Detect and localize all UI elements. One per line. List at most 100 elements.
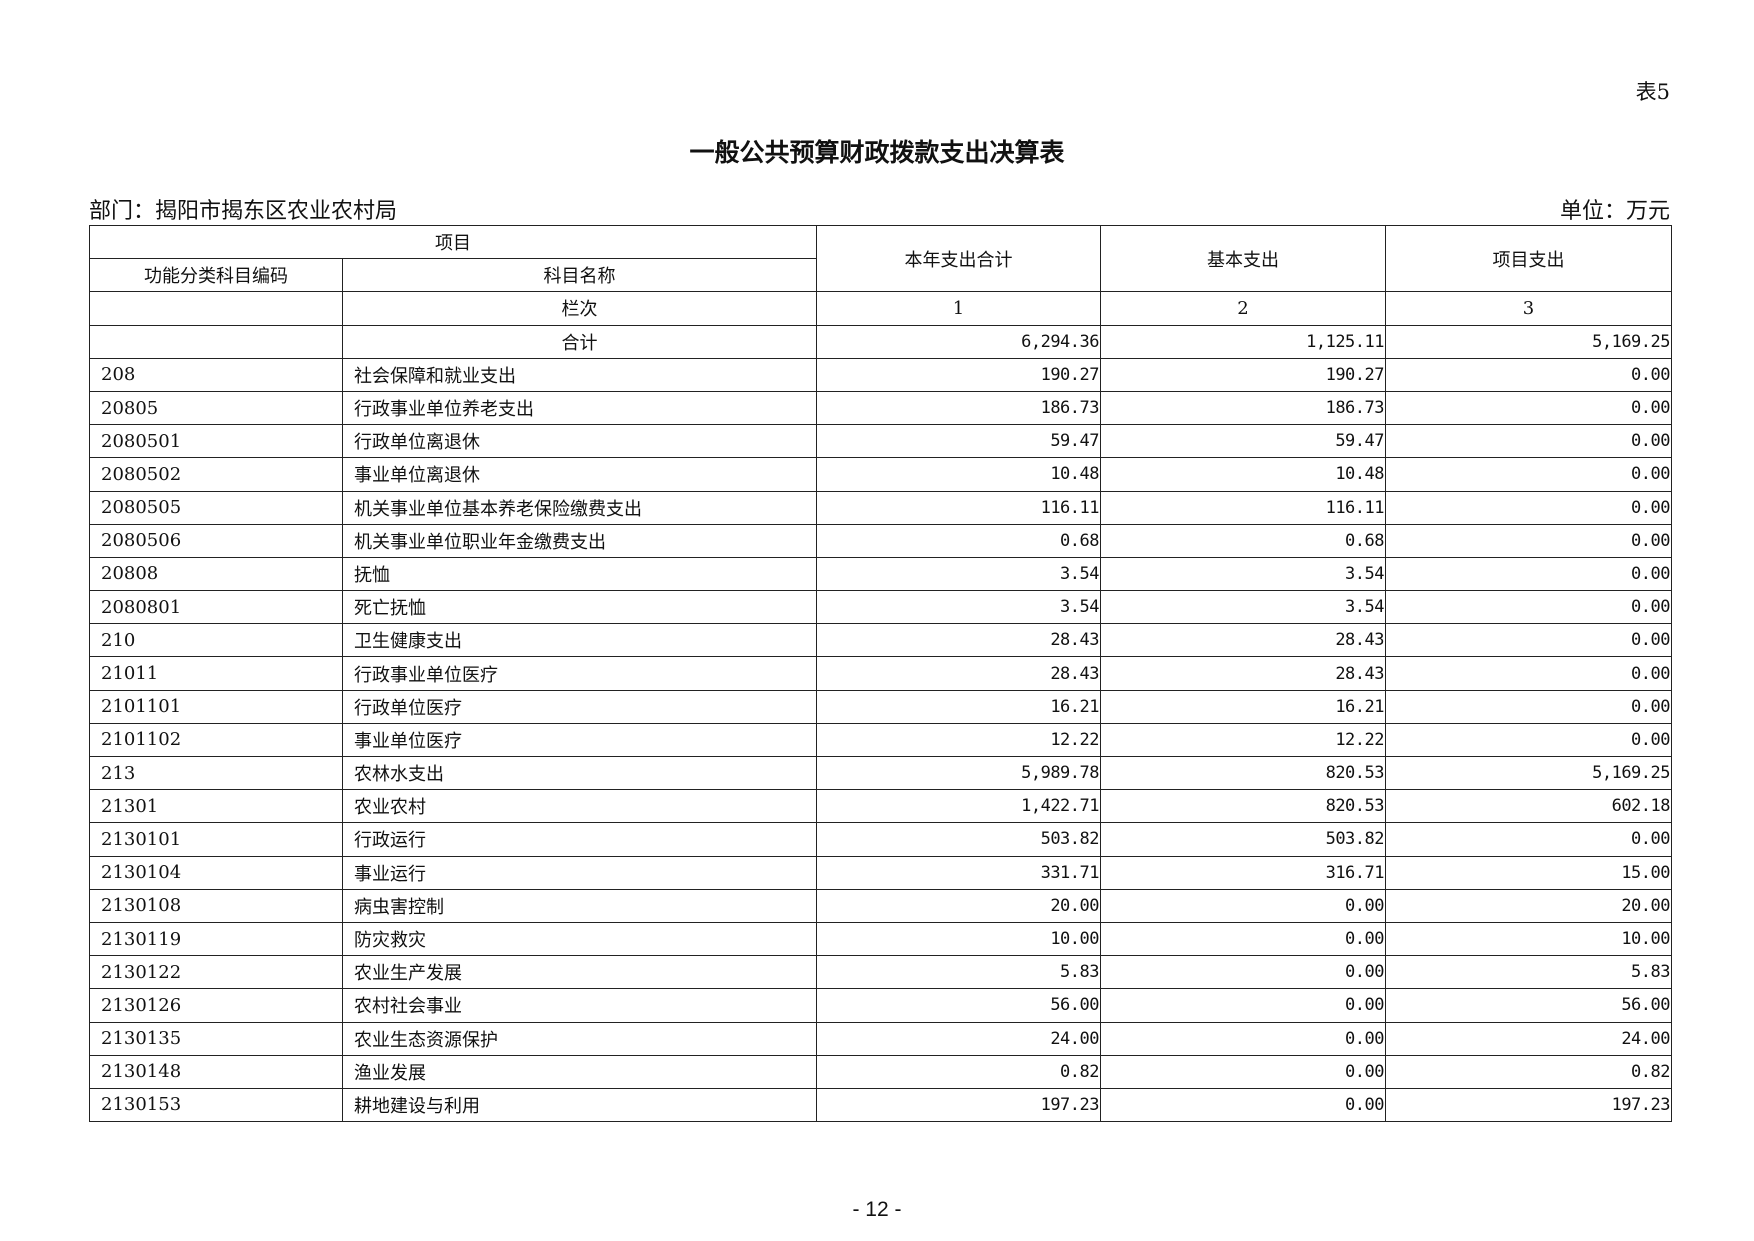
basic-cell: 0.00 bbox=[1100, 888, 1386, 923]
unit-label: 单位：万元 bbox=[1559, 199, 1670, 224]
header-code: 功能分类科目编码 bbox=[89, 258, 343, 293]
basic-cell: 59.47 bbox=[1100, 424, 1386, 459]
empty-cell bbox=[89, 324, 343, 359]
total-cell: 0.68 bbox=[816, 523, 1101, 558]
table-row: 2080505 机关事业单位基本养老保险缴费支出 116.11 116.11 0.00 bbox=[89, 490, 1672, 525]
code-cell: 2080506 bbox=[89, 523, 343, 558]
total-cell: 10.00 bbox=[816, 921, 1101, 957]
total-cell: 28.43 bbox=[816, 623, 1101, 658]
project-cell: 10.00 bbox=[1385, 921, 1672, 957]
project-cell: 0.00 bbox=[1385, 822, 1672, 857]
basic-cell: 116.11 bbox=[1100, 490, 1386, 525]
name-cell: 病虫害控制 bbox=[342, 888, 817, 923]
project-cell: 56.00 bbox=[1385, 988, 1672, 1023]
table-row: 2080506 机关事业单位职业年金缴费支出 0.68 0.68 0.00 bbox=[89, 523, 1672, 558]
total-cell: 5.83 bbox=[816, 955, 1101, 990]
column-index-1: 1 bbox=[816, 291, 1101, 326]
page-number: - 12 - bbox=[852, 1198, 902, 1221]
total-basic: 1,125.11 bbox=[1100, 324, 1386, 359]
table-row: 2130135 农业生态资源保护 24.00 0.00 24.00 bbox=[89, 1021, 1672, 1056]
code-cell: 2130104 bbox=[89, 855, 343, 890]
table-row: 2130104 事业运行 331.71 316.71 15.00 bbox=[89, 855, 1672, 890]
table-row: 2130148 渔业发展 0.82 0.00 0.82 bbox=[89, 1054, 1672, 1089]
name-cell: 农业生产发展 bbox=[342, 955, 817, 990]
code-cell: 2101102 bbox=[89, 722, 343, 758]
project-cell: 0.00 bbox=[1385, 623, 1672, 658]
project-cell: 5.83 bbox=[1385, 955, 1672, 990]
basic-cell: 12.22 bbox=[1100, 722, 1386, 758]
total-row: 合计 6,294.36 1,125.11 5,169.25 bbox=[89, 324, 1672, 359]
header-total: 本年支出合计 bbox=[816, 224, 1101, 293]
name-cell: 社会保障和就业支出 bbox=[342, 357, 817, 392]
project-cell: 197.23 bbox=[1385, 1087, 1672, 1123]
table-row: 21301 农业农村 1,422.71 820.53 602.18 bbox=[89, 789, 1672, 824]
total-cell: 24.00 bbox=[816, 1021, 1101, 1056]
header-project-expenditure: 项目支出 bbox=[1385, 224, 1672, 293]
project-cell: 0.00 bbox=[1385, 490, 1672, 525]
column-index-3: 3 bbox=[1385, 291, 1672, 326]
expenditure-table: 项目 本年支出合计 基本支出 项目支出 功能分类科目编码 科目名称 栏次 1 2… bbox=[89, 224, 1672, 1123]
name-cell: 行政事业单位医疗 bbox=[342, 656, 817, 691]
basic-cell: 0.00 bbox=[1100, 988, 1386, 1023]
total-cell: 186.73 bbox=[816, 390, 1101, 426]
code-cell: 2130122 bbox=[89, 955, 343, 990]
code-cell: 2080502 bbox=[89, 457, 343, 492]
basic-cell: 3.54 bbox=[1100, 590, 1386, 625]
code-cell: 21011 bbox=[89, 656, 343, 691]
basic-cell: 3.54 bbox=[1100, 556, 1386, 592]
table-row: 20805 行政事业单位养老支出 186.73 186.73 0.00 bbox=[89, 390, 1672, 426]
code-cell: 2080505 bbox=[89, 490, 343, 525]
code-cell: 2130135 bbox=[89, 1021, 343, 1056]
code-cell: 21301 bbox=[89, 789, 343, 824]
column-index-2: 2 bbox=[1100, 291, 1386, 326]
code-cell: 210 bbox=[89, 623, 343, 658]
total-cell: 3.54 bbox=[816, 590, 1101, 625]
basic-cell: 316.71 bbox=[1100, 855, 1386, 890]
basic-cell: 186.73 bbox=[1100, 390, 1386, 426]
basic-cell: 16.21 bbox=[1100, 689, 1386, 724]
department-label: 部门：揭阳市揭东区农业农村局 bbox=[89, 199, 398, 224]
column-index-row: 栏次 1 2 3 bbox=[89, 291, 1672, 326]
total-project: 5,169.25 bbox=[1385, 324, 1672, 359]
code-cell: 2130148 bbox=[89, 1054, 343, 1089]
project-cell: 0.00 bbox=[1385, 523, 1672, 558]
total-cell: 28.43 bbox=[816, 656, 1101, 691]
table-row: 208 社会保障和就业支出 190.27 190.27 0.00 bbox=[89, 357, 1672, 392]
table-row: 2130119 防灾救灾 10.00 0.00 10.00 bbox=[89, 921, 1672, 957]
total-cell: 197.23 bbox=[816, 1087, 1101, 1123]
name-cell: 事业运行 bbox=[342, 855, 817, 890]
table-row: 213 农林水支出 5,989.78 820.53 5,169.25 bbox=[89, 755, 1672, 791]
table-row: 2130126 农村社会事业 56.00 0.00 56.00 bbox=[89, 988, 1672, 1023]
basic-cell: 820.53 bbox=[1100, 755, 1386, 791]
code-cell: 2080801 bbox=[89, 590, 343, 625]
total-cell: 331.71 bbox=[816, 855, 1101, 890]
project-cell: 0.00 bbox=[1385, 722, 1672, 758]
basic-cell: 0.00 bbox=[1100, 955, 1386, 990]
name-cell: 农村社会事业 bbox=[342, 988, 817, 1023]
table-row: 2130108 病虫害控制 20.00 0.00 20.00 bbox=[89, 888, 1672, 923]
code-cell: 20805 bbox=[89, 390, 343, 426]
name-cell: 耕地建设与利用 bbox=[342, 1087, 817, 1123]
column-index-label: 栏次 bbox=[342, 291, 817, 326]
basic-cell: 28.43 bbox=[1100, 656, 1386, 691]
total-cell: 5,989.78 bbox=[816, 755, 1101, 791]
project-cell: 0.00 bbox=[1385, 590, 1672, 625]
basic-cell: 820.53 bbox=[1100, 789, 1386, 824]
basic-cell: 0.00 bbox=[1100, 1087, 1386, 1123]
code-cell: 2080501 bbox=[89, 424, 343, 459]
name-cell: 行政单位离退休 bbox=[342, 424, 817, 459]
total-cell: 10.48 bbox=[816, 457, 1101, 492]
project-cell: 5,169.25 bbox=[1385, 755, 1672, 791]
basic-cell: 10.48 bbox=[1100, 457, 1386, 492]
total-cell: 56.00 bbox=[816, 988, 1101, 1023]
project-cell: 0.00 bbox=[1385, 457, 1672, 492]
total-cell: 116.11 bbox=[816, 490, 1101, 525]
table-row: 2130101 行政运行 503.82 503.82 0.00 bbox=[89, 822, 1672, 857]
project-cell: 0.00 bbox=[1385, 357, 1672, 392]
header-name: 科目名称 bbox=[342, 258, 817, 293]
total-label: 合计 bbox=[342, 324, 817, 359]
total-cell: 1,422.71 bbox=[816, 789, 1101, 824]
total-cell: 59.47 bbox=[816, 424, 1101, 459]
total-cell: 190.27 bbox=[816, 357, 1101, 392]
total-cell: 16.21 bbox=[816, 689, 1101, 724]
